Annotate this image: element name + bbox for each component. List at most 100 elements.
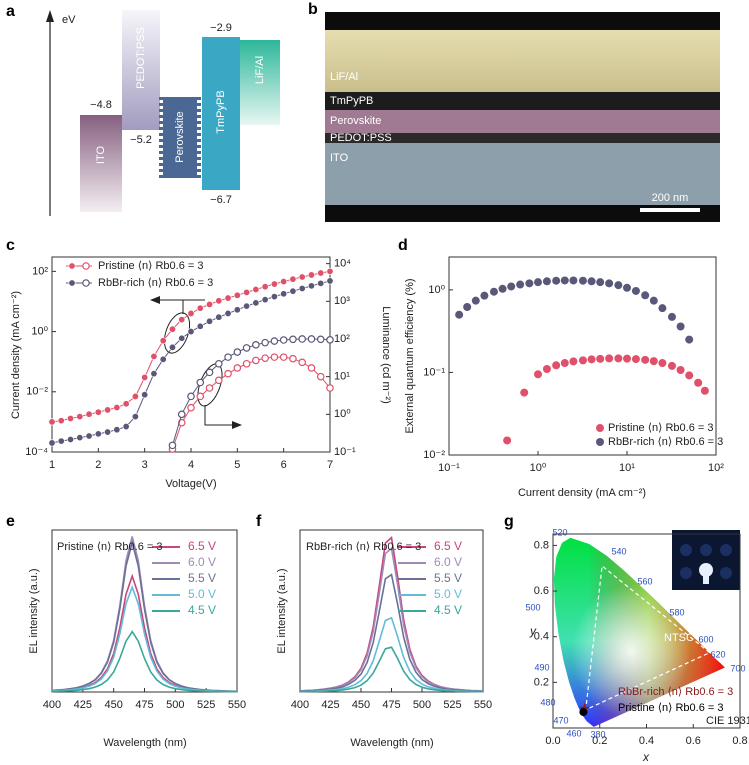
data-point (242, 344, 251, 352)
data-point (289, 287, 297, 295)
data-point (307, 271, 315, 279)
data-point (279, 336, 288, 344)
y-tick-label: 0.8 (534, 539, 549, 551)
data-point (455, 310, 464, 319)
data-point (261, 354, 269, 362)
data-point (57, 437, 65, 445)
legend-label: 6.5 V (188, 539, 216, 553)
data-point (525, 279, 534, 288)
data-point (82, 279, 90, 287)
data-point (122, 400, 130, 408)
x-tick-label: 0.6 (686, 735, 701, 747)
data-point (94, 430, 102, 438)
panel-label: g (504, 513, 514, 530)
data-point (498, 284, 507, 293)
x-tick-label: 425 (321, 699, 339, 711)
wavelength-label: 700 (730, 663, 745, 673)
sem-layer-label: LiF/Al (330, 71, 358, 83)
x-tick-label: 10¹ (619, 462, 635, 474)
x-axis-label: x (642, 750, 650, 764)
legend-label: 4.5 V (188, 603, 216, 617)
chart-panel: 1 2 3 4 5 6 7 10⁻⁴ 10⁻² 10⁰ 10² 10⁻¹ 10⁰ 10¹ 10² 10³ 10⁴… (10, 256, 392, 490)
data-point (614, 354, 623, 363)
data-point (252, 356, 260, 365)
pedot-layer (122, 10, 160, 130)
data-point (326, 277, 334, 285)
wavelength-label: 620 (710, 649, 725, 659)
data-line (299, 646, 483, 693)
data-point (552, 276, 561, 285)
x-tick-label: 2 (95, 459, 101, 471)
inset-pixel (680, 544, 692, 556)
data-point (215, 376, 223, 385)
data-point (57, 417, 65, 425)
data-point (270, 293, 278, 301)
x-tick-label: 475 (135, 699, 153, 711)
data-point (316, 335, 325, 344)
data-point (685, 335, 694, 344)
data-point (206, 300, 214, 308)
x-tick-label: 0.0 (545, 735, 560, 747)
data-point (233, 306, 241, 314)
annotation: Pristine ⟨n⟩ Rb0.6 = 3 (57, 541, 163, 553)
panel-label: b (308, 1, 318, 18)
plot-frame (448, 256, 717, 456)
data-point (307, 364, 316, 372)
wavelength-label: 480 (540, 697, 555, 707)
wavelength-label: 490 (534, 662, 549, 672)
data-point (67, 436, 75, 444)
x-tick-label: 10⁰ (530, 462, 547, 474)
data-point (596, 354, 605, 363)
data-point (289, 275, 297, 283)
x-tick-label: 0.2 (592, 735, 607, 747)
data-point (224, 369, 232, 378)
data-point (298, 335, 307, 343)
data-point (534, 278, 542, 287)
x-tick-label: 0.4 (639, 735, 654, 747)
x-tick-label: 400 (43, 699, 61, 711)
x-axis-label: Current density (mA cm⁻²) (518, 487, 646, 499)
data-point (224, 309, 232, 317)
sem-layer-label: ITO (330, 152, 349, 164)
sem-layer (325, 110, 720, 133)
inset-lit-stem (703, 570, 709, 584)
data-point (205, 384, 214, 392)
wavelength-label: 600 (698, 634, 713, 644)
inset-pixel (680, 567, 692, 579)
data-point (48, 418, 56, 426)
x-tick-label: 0.8 (732, 735, 747, 747)
data-point (270, 280, 278, 288)
data-point (243, 302, 251, 310)
data-point (298, 284, 306, 292)
y-tick-label: 10⁻² (26, 386, 48, 398)
data-point (252, 299, 260, 307)
data-point (159, 337, 167, 345)
x-tick-label: 5 (234, 459, 240, 471)
data-point (141, 373, 149, 381)
chart-panel: 400 425 450 475 500 525 550 Wavelength (nm) EL i… (276, 529, 492, 749)
data-point (104, 406, 112, 414)
data-point (676, 322, 685, 331)
data-line (51, 280, 331, 444)
y-tick-label: 10⁻¹ (423, 366, 445, 378)
data-point (605, 354, 614, 363)
data-point (614, 281, 623, 290)
data-point (279, 353, 288, 361)
energy-diagram: eV ITO PEDOT:PSS Perovskite TmPyPB LiF/A… (46, 10, 280, 216)
data-point (534, 370, 542, 379)
legend-label: RbBr-rich ⟨n⟩ Rb0.6 = 3 (98, 277, 213, 289)
data-point (280, 290, 288, 298)
data-point (560, 359, 569, 368)
data-point (113, 404, 121, 412)
y2-tick-label: 10¹ (334, 371, 350, 383)
y2-tick-label: 10³ (334, 295, 350, 307)
data-point (215, 313, 223, 321)
y2-tick-label: 10² (334, 333, 350, 345)
data-point (85, 410, 93, 418)
data-point (700, 386, 709, 395)
data-point (261, 338, 269, 347)
x-tick-label: 10⁻¹ (438, 462, 460, 474)
data-point (649, 357, 658, 366)
